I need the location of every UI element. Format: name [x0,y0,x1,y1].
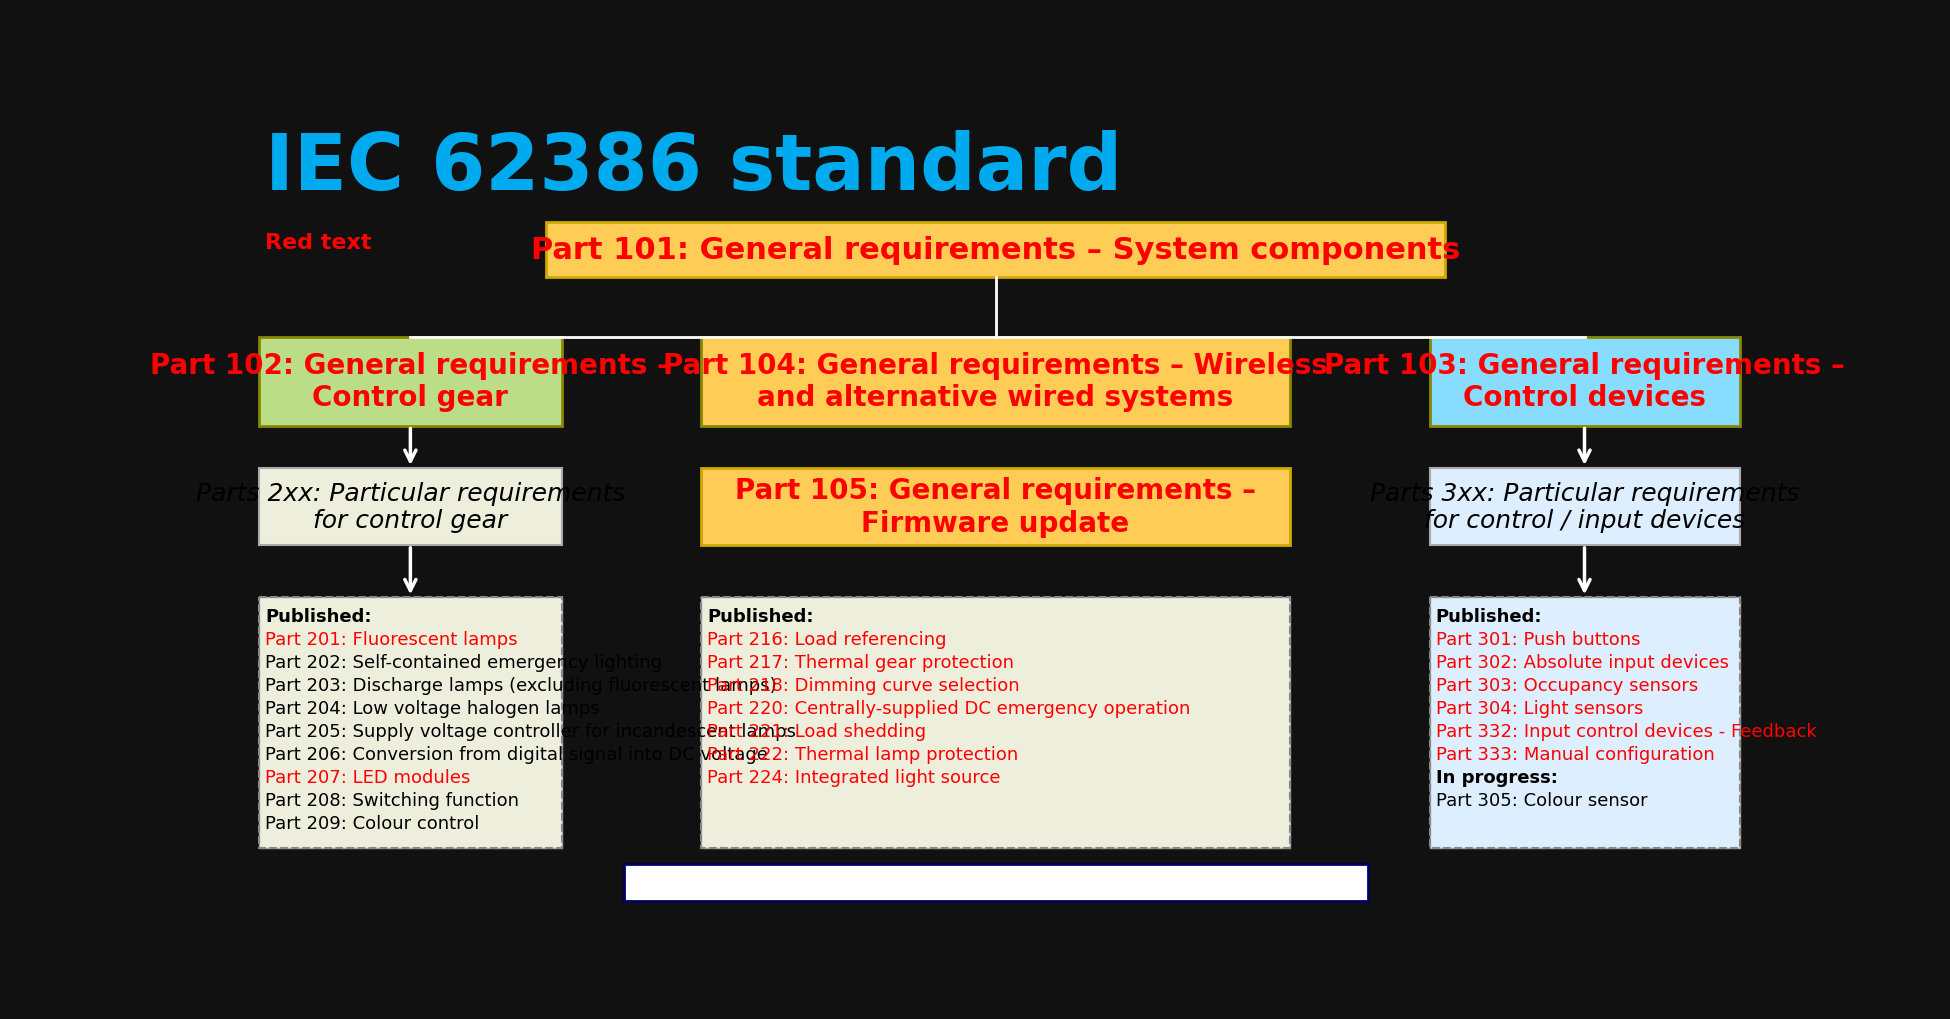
Bar [624,864,1367,902]
Text: Part 217: Thermal gear protection: Part 217: Thermal gear protection [708,653,1014,672]
Text: Part 216: Load referencing: Part 216: Load referencing [708,630,946,648]
Text: Part 221: Load shedding: Part 221: Load shedding [708,722,926,740]
Text: Parts 3xx: Particular requirements
for control / input devices: Parts 3xx: Particular requirements for c… [1369,481,1800,533]
Bar [700,598,1291,848]
Text: Part 203: Discharge lamps (excluding fluorescent lamps): Part 203: Discharge lamps (excluding flu… [265,677,776,694]
Text: Part 222: Thermal lamp protection: Part 222: Thermal lamp protection [708,745,1018,763]
Bar [1429,598,1739,848]
Bar [1429,337,1739,426]
Text: Part 201: Fluorescent lamps: Part 201: Fluorescent lamps [265,630,519,648]
Bar [700,598,1291,848]
Text: Part 202: Self-contained emergency lighting: Part 202: Self-contained emergency light… [265,653,663,672]
Text: Part 333: Manual configuration: Part 333: Manual configuration [1435,745,1714,763]
Bar [259,598,562,848]
Bar [700,337,1291,426]
Text: IEC 62386 standard: IEC 62386 standard [265,130,1123,206]
Text: Part 208: Switching function: Part 208: Switching function [265,792,519,809]
Text: Part 206: Conversion from digital signal into DC voltage: Part 206: Conversion from digital signal… [265,745,768,763]
Text: Part 304: Light sensors: Part 304: Light sensors [1435,699,1644,717]
Text: Part 205: Supply voltage controller for incandescent lamps: Part 205: Supply voltage controller for … [265,722,796,740]
Text: Part 303: Occupancy sensors: Part 303: Occupancy sensors [1435,677,1698,694]
Text: Published:: Published: [708,607,813,625]
Text: Part 104: General requirements – Wireless
and alternative wired systems: Part 104: General requirements – Wireles… [663,352,1328,412]
Text: Part 301: Push buttons: Part 301: Push buttons [1435,630,1640,648]
Text: Part 305: Colour sensor: Part 305: Colour sensor [1435,792,1648,809]
Text: Part 224: Integrated light source: Part 224: Integrated light source [708,768,1000,787]
Text: Part 101: General requirements – System components: Part 101: General requirements – System … [530,235,1461,265]
Text: Red text: Red text [265,233,372,253]
Text: Published:: Published: [265,607,372,625]
Bar [1429,469,1739,545]
Text: Part 103: General requirements –
Control devices: Part 103: General requirements – Control… [1324,352,1845,412]
Text: Part 102: General requirements –
Control gear: Part 102: General requirements – Control… [150,352,671,412]
Bar [259,469,562,545]
Bar [1429,598,1739,848]
Text: Part 209: Colour control: Part 209: Colour control [265,814,480,833]
Text: Part 332: Input control devices - Feedback: Part 332: Input control devices - Feedba… [1435,722,1817,740]
Bar [546,222,1445,277]
Bar [259,337,562,426]
Text: In progress:: In progress: [1435,768,1558,787]
Text: Published:: Published: [1435,607,1542,625]
Text: Part 105: General requirements –
Firmware update: Part 105: General requirements – Firmwar… [735,477,1256,537]
Text: Parts 2xx: Particular requirements
for control gear: Parts 2xx: Particular requirements for c… [195,481,626,533]
Text: Part 218: Dimming curve selection: Part 218: Dimming curve selection [708,677,1020,694]
Bar [700,469,1291,545]
Text: Part 220: Centrally-supplied DC emergency operation: Part 220: Centrally-supplied DC emergenc… [708,699,1191,717]
Text: Part 207: LED modules: Part 207: LED modules [265,768,470,787]
Text: Part 204: Low voltage halogen lamps: Part 204: Low voltage halogen lamps [265,699,601,717]
Text: Part 302: Absolute input devices: Part 302: Absolute input devices [1435,653,1730,672]
Bar [259,598,562,848]
